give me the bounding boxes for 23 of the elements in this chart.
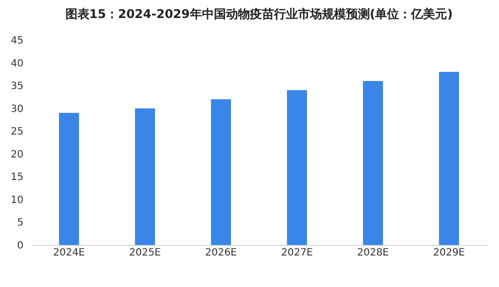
bar — [363, 81, 383, 245]
bar — [287, 90, 307, 245]
y-tick-label: 10 — [10, 194, 24, 206]
y-tick-label: 5 — [17, 218, 24, 229]
y-tick-label: 40 — [10, 58, 24, 70]
x-tick-label: 2028E — [357, 248, 389, 258]
bar — [59, 112, 79, 245]
x-tick-label: 2024E — [53, 248, 85, 258]
y-tick-label: 15 — [10, 172, 24, 184]
y-tick-label: 35 — [10, 81, 24, 92]
y-tick-label: 0 — [17, 240, 24, 252]
y-tick-label: 20 — [10, 149, 24, 160]
bar — [211, 99, 231, 245]
x-tick-label: 2027E — [281, 248, 313, 258]
y-tick-label: 25 — [10, 126, 24, 138]
x-tick-label: 2026E — [205, 248, 237, 258]
x-tick-label: 2025E — [129, 248, 161, 258]
chart-title: 图表15：2024-2029年中国动物疫苗行业市场规模预测(单位：亿美元) — [65, 7, 453, 21]
y-tick-label: 30 — [10, 104, 24, 115]
y-tick-label: 45 — [10, 36, 24, 46]
bar — [439, 72, 459, 245]
bar — [135, 108, 155, 245]
x-tick-label: 2029E — [433, 248, 465, 258]
